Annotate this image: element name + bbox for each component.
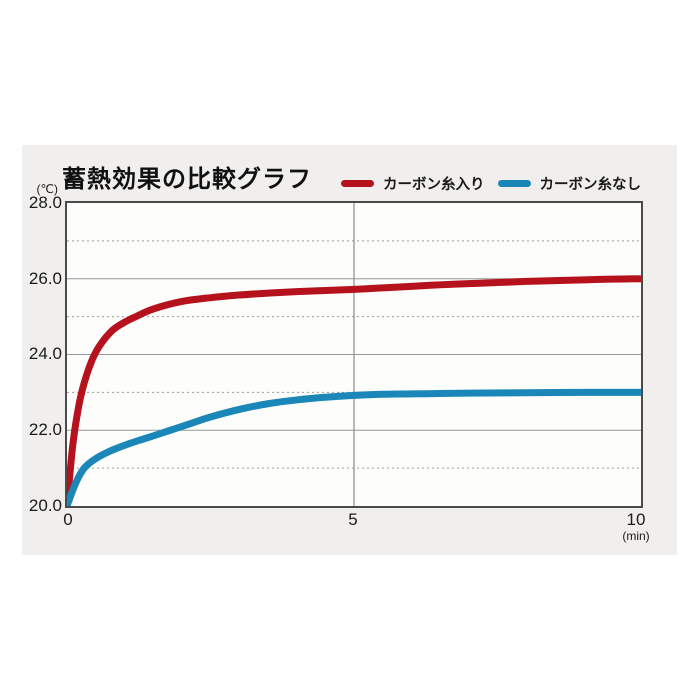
x-tick-0: 0: [63, 510, 73, 529]
chart-svg: [67, 203, 641, 506]
chart-title: 蓄熱効果の比較グラフ: [62, 166, 312, 193]
legend-item-with-carbon: カーボン糸入り: [341, 173, 485, 194]
x-axis-unit: (min): [622, 529, 650, 543]
legend-item-without-carbon: カーボン糸なし: [497, 173, 642, 194]
plot-area: [65, 201, 643, 508]
legend-label-with-carbon: カーボン糸入り: [383, 176, 485, 193]
y-tick-24: 24.0: [28, 344, 62, 363]
x-tick-10: 10: [626, 510, 646, 529]
legend-line-blue: [497, 179, 531, 187]
series-line-without-carbon: [67, 388, 641, 506]
y-tick-22: 22.0: [28, 420, 62, 439]
y-tick-26: 26.0: [28, 269, 62, 288]
x-tick-5: 5: [348, 510, 358, 529]
legend-label-without-carbon: カーボン糸なし: [539, 176, 642, 193]
series-line-with-carbon: [67, 275, 641, 506]
y-axis-unit: (℃): [36, 182, 58, 196]
y-tick-28: 28.0: [28, 193, 62, 212]
legend-line-red: [341, 179, 374, 187]
y-tick-20: 20.0: [28, 496, 62, 515]
legend: カーボン糸入り カーボン糸なし: [341, 171, 641, 195]
